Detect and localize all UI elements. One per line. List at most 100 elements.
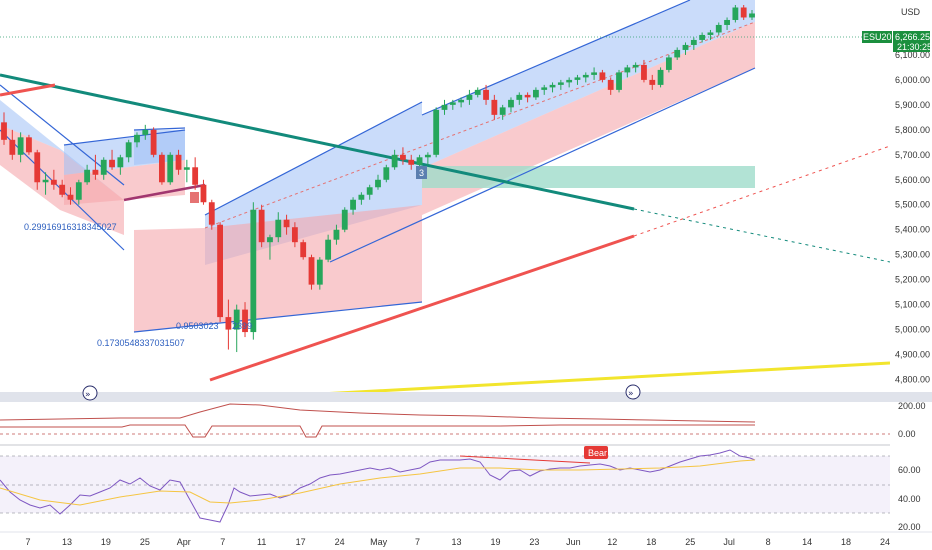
time-tick-label: 25 (140, 537, 150, 547)
candle-body (341, 209, 348, 230)
candle-body (682, 44, 689, 50)
candle-body (92, 169, 99, 175)
pitch-mid-dash (204, 21, 756, 229)
time-tick-label: 11 (257, 537, 266, 547)
ind1-line-upper (0, 403, 756, 423)
fib-label-4: 2399 (232, 321, 252, 331)
price-tick-label: 5,300.00 (895, 250, 930, 260)
time-tick-label: 8 (766, 537, 771, 547)
candle-body (383, 167, 390, 180)
candle-body (557, 82, 564, 85)
candle-body (358, 194, 365, 200)
candle-body (466, 94, 473, 100)
candle-body (134, 134, 140, 143)
replay-icon-right-glyph: » (628, 389, 634, 399)
bear-label: Bear (588, 448, 607, 458)
time-tick-label: Jul (723, 537, 735, 547)
time-tick-label: 7 (220, 537, 225, 547)
time-tick-label: 19 (490, 537, 500, 547)
price-tick-label: 5,100.00 (895, 300, 930, 310)
time-tick-label: 14 (802, 537, 812, 547)
time-tick-label: 12 (607, 537, 617, 547)
price-tick-label: 6,000.00 (895, 75, 930, 85)
candle-body (657, 69, 664, 85)
last-price-label: 6,266.25 (895, 32, 930, 42)
time-tick-label: 7 (415, 537, 420, 547)
time-tick-label: 25 (685, 537, 695, 547)
candle-body (375, 179, 381, 188)
ind1-line-lower (0, 424, 755, 438)
purple-segment (123, 183, 206, 202)
candle-body (225, 317, 232, 330)
rsi-tick-20: 20.00 (898, 522, 921, 532)
candle-body (325, 239, 332, 260)
candle-body (499, 107, 506, 115)
candle-body (300, 242, 307, 258)
candle-body (150, 129, 157, 155)
time-tick-label: 17 (296, 537, 306, 547)
candle-body (316, 259, 323, 285)
candle-body (533, 89, 539, 98)
candle-body (541, 87, 548, 90)
candle-body (50, 179, 57, 185)
rsi-divergence-line (459, 455, 591, 464)
candle-body (233, 309, 240, 330)
candle-body (566, 79, 573, 83)
candle-body (549, 84, 556, 88)
candle-body (641, 64, 647, 80)
candle-body (690, 39, 697, 45)
red-trendline-extension (633, 145, 891, 237)
time-tick-label: 13 (451, 537, 461, 547)
candle-body (258, 209, 265, 243)
replay-icon-right[interactable] (625, 384, 641, 400)
price-tick-label: 5,900.00 (895, 100, 930, 110)
candle-body (508, 99, 514, 108)
candle-body (275, 219, 282, 238)
candle-body (591, 72, 597, 75)
fib-label-3: 0.9503023 (176, 321, 219, 331)
candle-body (366, 187, 373, 195)
price-tick-label: 4,900.00 (895, 350, 930, 360)
candle-body (616, 72, 622, 90)
time-tick-label: Apr (177, 537, 191, 547)
symbol-badge (862, 31, 892, 43)
candle-body (217, 224, 223, 318)
candle-body (391, 154, 398, 168)
candle-body (732, 7, 739, 20)
candle-body (283, 219, 290, 228)
candle-body (75, 182, 82, 200)
replay-icon-left[interactable] (82, 385, 98, 401)
candle-body (109, 159, 115, 168)
candle-body (100, 159, 107, 175)
ind1-tick-0: 0.00 (898, 429, 916, 439)
time-tick-label: 24 (335, 537, 345, 547)
box-label-bg (416, 166, 427, 179)
price-tick-label: 6,100.00 (895, 50, 930, 60)
candle-body (117, 157, 124, 168)
candle-body (458, 99, 465, 103)
time-tick-label: 13 (62, 537, 72, 547)
rsi-band (0, 456, 890, 513)
candle-body (665, 57, 672, 70)
candle-body (250, 209, 257, 333)
price-badge (893, 31, 930, 52)
time-tick-label: 23 (529, 537, 539, 547)
candle-body (34, 152, 41, 183)
candle-body (699, 34, 706, 40)
target-zone (422, 166, 755, 188)
time-tick-label: 24 (880, 537, 890, 547)
bear-badge (584, 446, 608, 459)
time-tick-label: 7 (25, 537, 30, 547)
price-axis: 6,100.00 6,000.00 5,900.00 5,800.00 5,700.00… (895, 50, 930, 385)
candle-body (26, 137, 32, 153)
price-tick-label: 5,200.00 (895, 275, 930, 285)
time-tick-label: 19 (101, 537, 111, 547)
teal-trendline-extension (633, 208, 891, 263)
time-tick-label: Jun (566, 537, 581, 547)
candle-body (142, 129, 149, 135)
candle-body (599, 72, 606, 80)
candles-group (1, 4, 755, 353)
candle-body (242, 309, 248, 333)
